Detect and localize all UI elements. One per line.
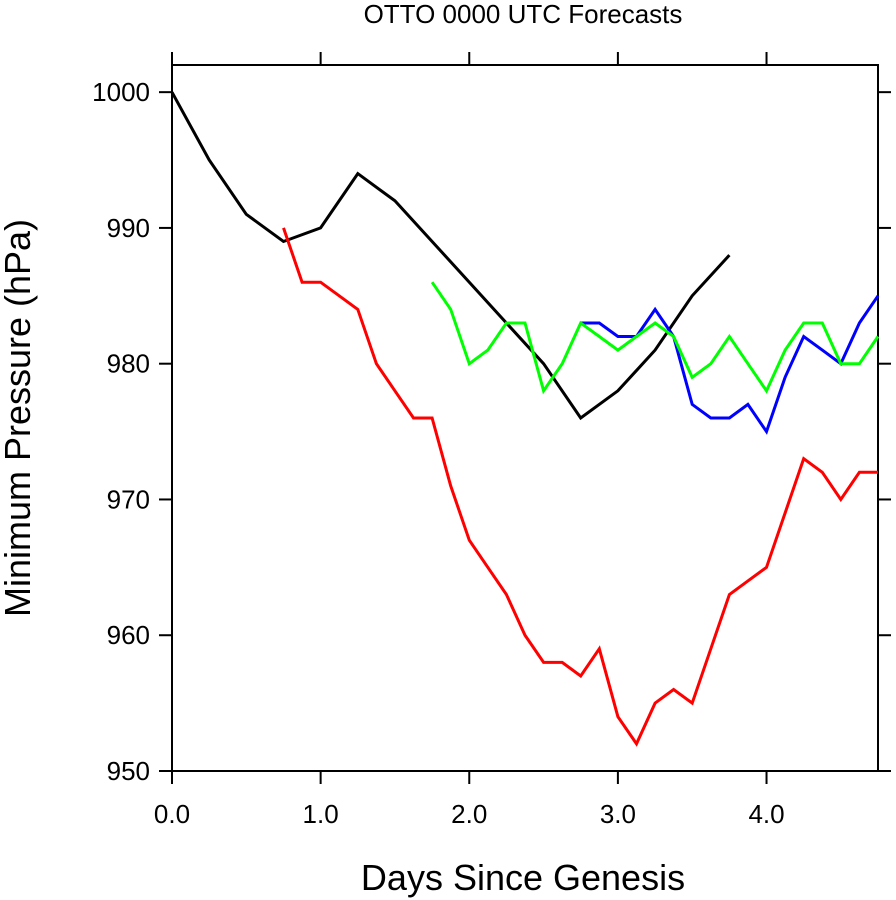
x-axis-label: Days Since Genesis [361, 857, 685, 898]
x-tick-label: 1.0 [303, 799, 339, 829]
x-tick-label: 4.0 [748, 799, 784, 829]
series-line-1 [170, 91, 731, 421]
series-line-3 [580, 294, 880, 435]
y-tick-label: 960 [107, 620, 150, 650]
y-tick-label: 950 [107, 756, 150, 786]
chart-title: OTTO 0000 UTC Forecasts [364, 0, 683, 29]
x-tick-label: 3.0 [600, 799, 636, 829]
y-axis-label: Minimum Pressure (hPa) [0, 219, 38, 617]
y-tick-label: 980 [107, 349, 150, 379]
series-line-2 [282, 227, 878, 747]
plot-frame [171, 64, 879, 772]
series-line-4 [430, 281, 880, 395]
x-tick-label: 0.0 [154, 799, 190, 829]
y-tick-label: 970 [107, 484, 150, 514]
plot-area: 0.0 1.0 2.0 3.0 4.0 950 960 970 980 990 1000 [92, 52, 891, 829]
y-tick-label: 1000 [92, 77, 150, 107]
y-tick-label: 990 [107, 213, 150, 243]
x-tick-label: 2.0 [451, 799, 487, 829]
